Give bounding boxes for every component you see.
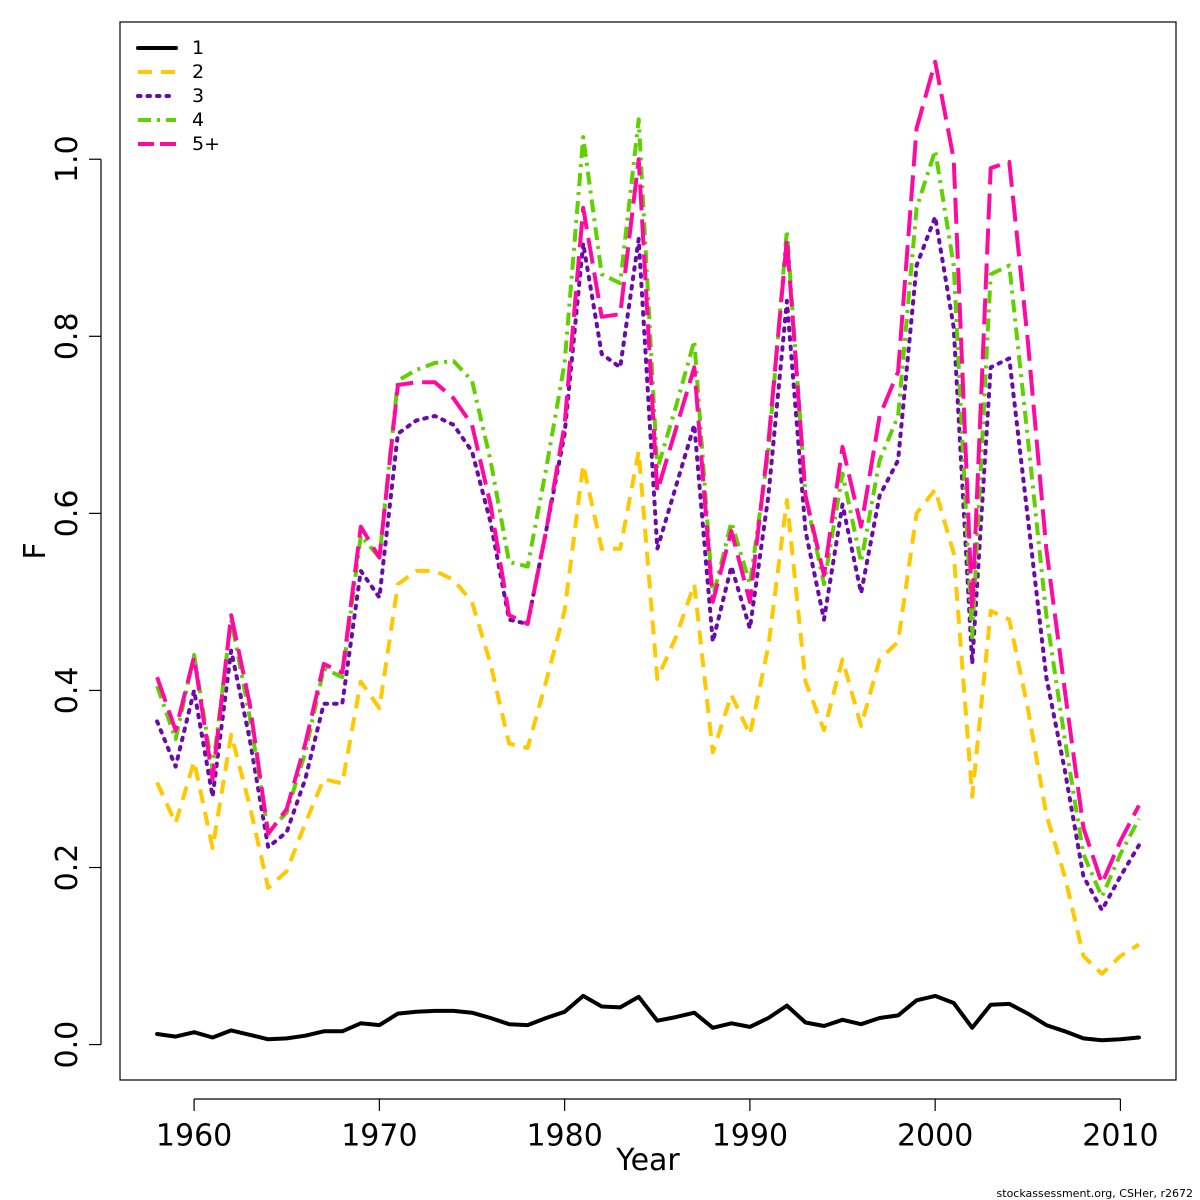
series-line-2 <box>155 449 1140 976</box>
y-tick-label: 0.6 <box>50 490 85 538</box>
credit-text: stockassessment.org, CSHer, r2672 <box>997 1187 1193 1200</box>
y-tick-label: 0.8 <box>50 312 85 360</box>
legend-label-2: 2 <box>192 61 204 83</box>
x-tick-label: 2010 <box>1082 1119 1158 1154</box>
y-tick-label: 1.0 <box>50 135 85 183</box>
series-line-5 <box>155 59 1141 886</box>
x-tick-label: 1980 <box>526 1119 602 1154</box>
legend-label-1: 1 <box>192 37 204 59</box>
x-tick-label: 1970 <box>341 1119 417 1154</box>
y-tick-label: 0.4 <box>50 667 85 715</box>
plot-frame <box>119 21 1177 1081</box>
series-line-1 <box>155 993 1141 1043</box>
x-axis-title: Year <box>615 1143 680 1178</box>
legend-label-3: 3 <box>192 85 204 107</box>
series-lines <box>155 59 1141 1043</box>
y-tick-label: 0.0 <box>50 1021 85 1069</box>
x-tick-label: 1960 <box>156 1119 232 1154</box>
y-axis-title: F <box>18 542 53 559</box>
y-tick-label: 0.2 <box>50 844 85 892</box>
x-tick-label: 2000 <box>897 1119 973 1154</box>
legend-label-5: 5+ <box>192 133 220 155</box>
legend-label-4: 4 <box>192 109 204 131</box>
series-line-3 <box>155 214 1141 912</box>
x-tick-label: 1990 <box>712 1119 788 1154</box>
series-line-4 <box>155 117 1141 899</box>
y-axis: 0.0 0.2 0.4 0.6 0.8 1.0 <box>50 135 102 1069</box>
x-axis: 1960 1970 1980 1990 2000 2010 <box>156 1098 1159 1154</box>
